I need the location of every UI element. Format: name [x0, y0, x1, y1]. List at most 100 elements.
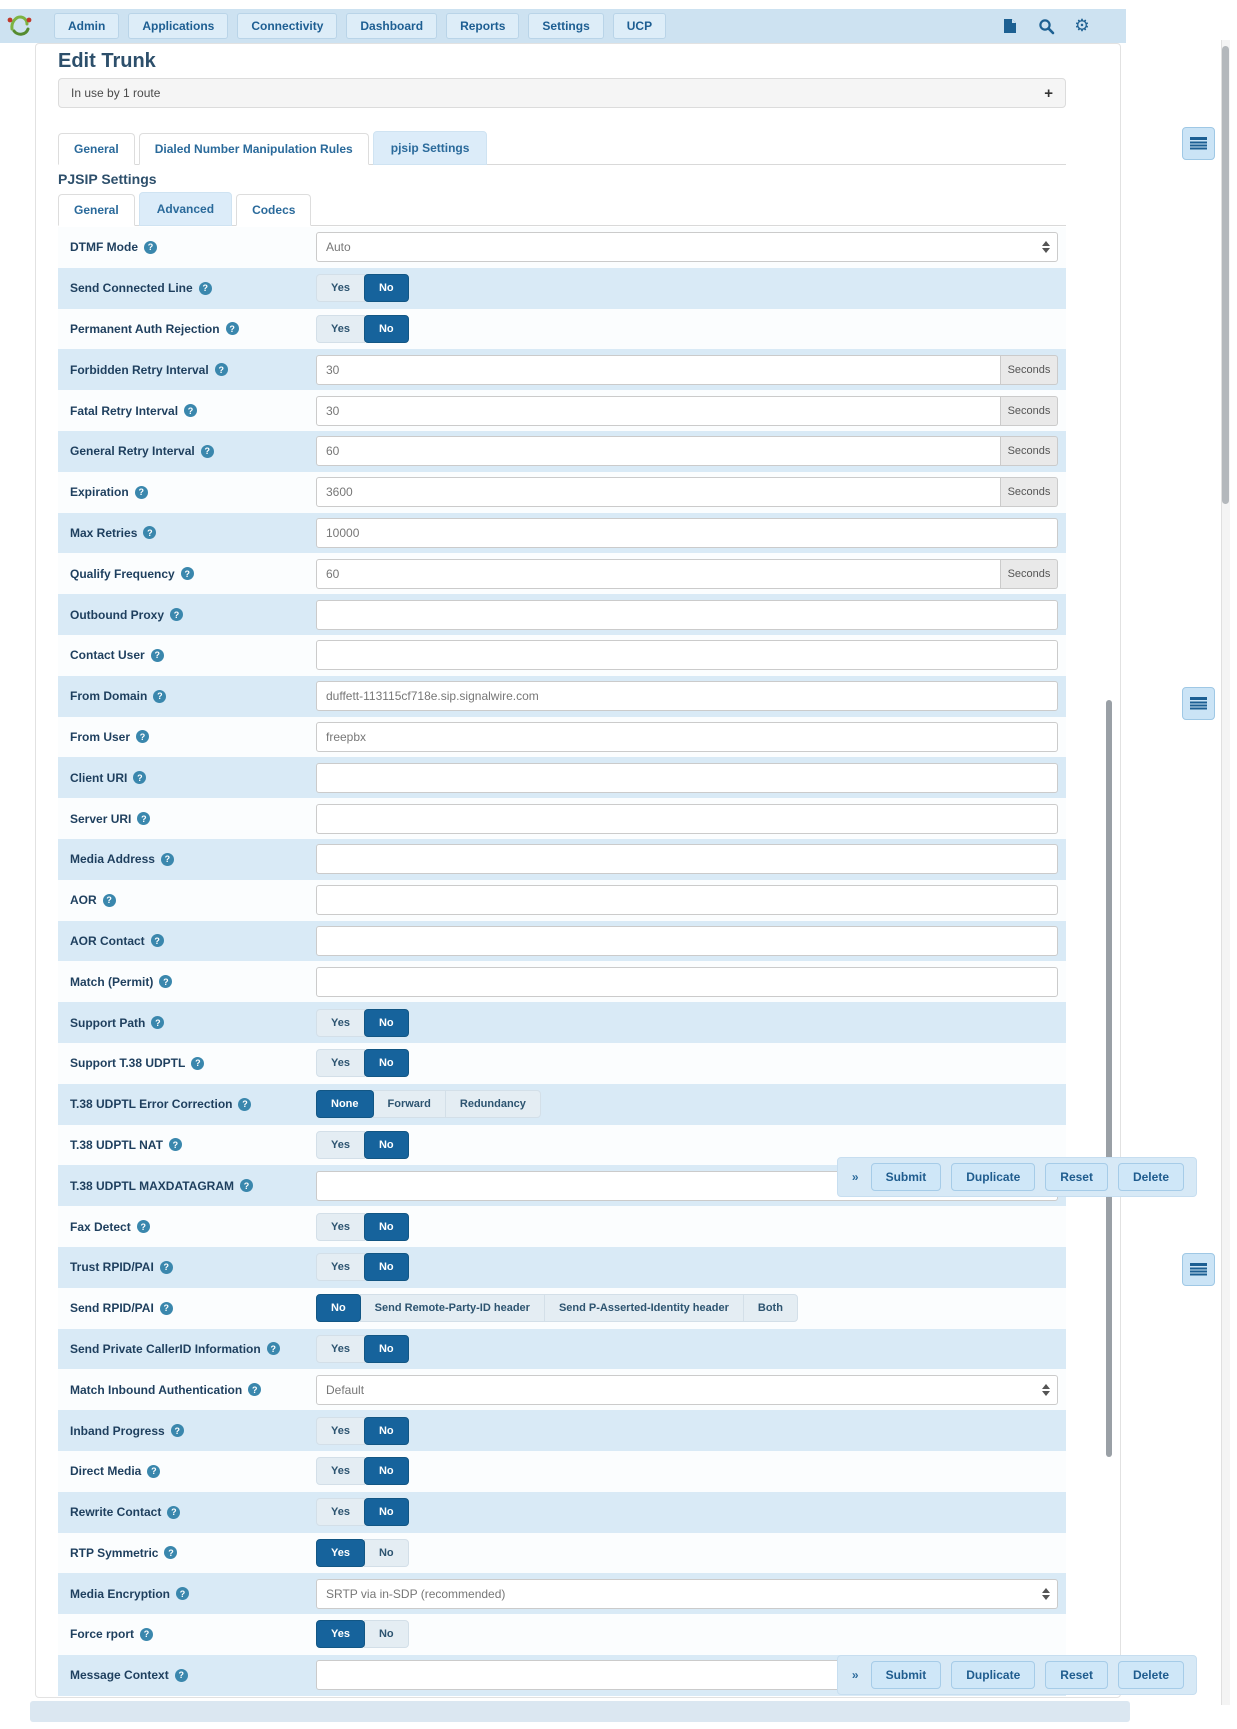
toggle-t-38-udptl-nat-yes[interactable]: Yes [316, 1130, 365, 1159]
select-media-encryption[interactable]: SRTP via in-SDP (recommended) [316, 1578, 1058, 1609]
toggle-send-private-callerid-information-yes[interactable]: Yes [316, 1334, 365, 1363]
toggle-send-connected-line-yes[interactable]: Yes [316, 274, 365, 303]
toggle-t-38-udptl-error-correction-none[interactable]: None [316, 1090, 374, 1119]
toggle-permanent-auth-rejection-yes[interactable]: Yes [316, 314, 365, 343]
help-icon[interactable]: ? [184, 404, 198, 418]
help-icon[interactable]: ? [133, 771, 147, 785]
nav-item-reports[interactable]: Reports [446, 13, 520, 39]
toggle-rtp-symmetric-yes[interactable]: Yes [316, 1538, 365, 1567]
help-icon[interactable]: ? [151, 1016, 165, 1030]
help-icon[interactable]: ? [136, 730, 150, 744]
help-icon[interactable]: ? [160, 852, 174, 866]
toggle-send-rpid-pai-send-p-asserted-identity-header[interactable]: Send P-Asserted-Identity header [543, 1294, 744, 1323]
tab-dialed-number-manipulation-rules[interactable]: Dialed Number Manipulation Rules [138, 133, 369, 165]
input-server-uri[interactable] [316, 803, 1058, 834]
help-icon[interactable]: ? [214, 363, 228, 377]
search-icon[interactable] [1032, 13, 1060, 39]
toggle-inband-progress-yes[interactable]: Yes [316, 1416, 365, 1445]
input-outbound-proxy[interactable] [316, 599, 1058, 630]
help-icon[interactable]: ? [136, 1220, 150, 1234]
help-icon[interactable]: ? [180, 567, 194, 581]
toggle-send-connected-line-no[interactable]: No [363, 274, 409, 303]
help-icon[interactable]: ? [198, 281, 212, 295]
help-icon[interactable]: ? [176, 1587, 190, 1601]
toggle-support-path-yes[interactable]: Yes [316, 1008, 365, 1037]
help-icon[interactable]: ? [168, 1138, 182, 1152]
duplicate-button[interactable]: Duplicate [951, 1661, 1036, 1689]
nav-item-connectivity[interactable]: Connectivity [237, 13, 338, 39]
duplicate-button[interactable]: Duplicate [951, 1163, 1036, 1191]
toggle-support-t-38-udptl-no[interactable]: No [363, 1049, 409, 1078]
expand-notice-button[interactable]: + [1044, 84, 1053, 102]
subtab-general[interactable]: General [58, 194, 135, 226]
input-contact-user[interactable] [316, 640, 1058, 671]
help-icon[interactable]: ? [240, 1179, 254, 1193]
nav-item-applications[interactable]: Applications [128, 13, 229, 39]
input-expiration[interactable] [316, 477, 1001, 508]
input-qualify-frequency[interactable] [316, 558, 1001, 589]
nav-item-dashboard[interactable]: Dashboard [346, 13, 438, 39]
delete-button[interactable]: Delete [1117, 1661, 1184, 1689]
reset-button[interactable]: Reset [1045, 1661, 1108, 1689]
input-aor[interactable] [316, 885, 1058, 916]
help-icon[interactable]: ? [102, 893, 116, 907]
scrollbar-thumb[interactable] [1222, 46, 1229, 504]
collapse-actionbar-button[interactable]: » [851, 1170, 859, 1184]
nav-item-admin[interactable]: Admin [54, 13, 120, 39]
toggle-inband-progress-no[interactable]: No [363, 1416, 409, 1445]
toggle-send-rpid-pai-both[interactable]: Both [742, 1294, 798, 1323]
input-client-uri[interactable] [316, 762, 1058, 793]
input-media-address[interactable] [316, 844, 1058, 875]
help-icon[interactable]: ? [167, 1505, 181, 1519]
help-icon[interactable]: ? [170, 608, 183, 622]
input-from-domain[interactable] [316, 681, 1058, 712]
side-list-button-top[interactable] [1182, 127, 1215, 160]
help-icon[interactable]: ? [143, 526, 157, 540]
help-icon[interactable]: ? [144, 240, 157, 254]
side-list-button-bottom[interactable] [1182, 1253, 1215, 1286]
input-fatal-retry-interval[interactable] [316, 395, 1001, 426]
help-icon[interactable]: ? [191, 1056, 205, 1070]
help-icon[interactable]: ? [137, 812, 151, 826]
toggle-trust-rpid-pai-yes[interactable]: Yes [316, 1253, 365, 1282]
subtab-codecs[interactable]: Codecs [236, 194, 312, 226]
toggle-rewrite-contact-no[interactable]: No [363, 1498, 409, 1527]
help-icon[interactable]: ? [248, 1383, 262, 1397]
submit-button[interactable]: Submit [870, 1163, 942, 1191]
toggle-t-38-udptl-error-correction-redundancy[interactable]: Redundancy [444, 1090, 541, 1119]
help-icon[interactable]: ? [225, 322, 239, 336]
scrollbar-track[interactable] [1221, 40, 1230, 1705]
toggle-force-rport-yes[interactable]: Yes [316, 1620, 365, 1649]
input-match-permit[interactable] [316, 966, 1058, 997]
toggle-t-38-udptl-nat-no[interactable]: No [363, 1130, 409, 1159]
input-general-retry-interval[interactable] [316, 436, 1001, 467]
select-match-inbound-authentication[interactable]: Default [316, 1374, 1058, 1405]
input-from-user[interactable] [316, 721, 1058, 752]
help-icon[interactable]: ? [134, 485, 148, 499]
toggle-send-private-callerid-information-no[interactable]: No [363, 1334, 409, 1363]
help-icon[interactable]: ? [170, 1424, 184, 1437]
help-icon[interactable]: ? [159, 1260, 173, 1274]
toggle-support-t-38-udptl-yes[interactable]: Yes [316, 1049, 365, 1078]
help-icon[interactable]: ? [153, 689, 167, 703]
input-aor-contact[interactable] [316, 925, 1058, 956]
language-icon[interactable] [996, 13, 1024, 39]
toggle-support-path-no[interactable]: No [363, 1008, 409, 1037]
toggle-rtp-symmetric-no[interactable]: No [363, 1538, 409, 1567]
help-icon[interactable]: ? [200, 444, 214, 458]
inner-scrollbar-thumb[interactable] [1106, 700, 1112, 1457]
toggle-permanent-auth-rejection-no[interactable]: No [363, 314, 409, 343]
help-icon[interactable]: ? [147, 1464, 161, 1478]
help-icon[interactable]: ? [150, 934, 164, 948]
side-list-button-middle[interactable] [1182, 687, 1215, 720]
help-icon[interactable]: ? [238, 1097, 252, 1111]
nav-item-ucp[interactable]: UCP [612, 13, 667, 39]
reset-button[interactable]: Reset [1045, 1163, 1108, 1191]
help-icon[interactable]: ? [150, 648, 164, 662]
tab-pjsip-settings[interactable]: pjsip Settings [372, 131, 488, 165]
toggle-send-rpid-pai-no[interactable]: No [316, 1294, 361, 1323]
toggle-trust-rpid-pai-no[interactable]: No [363, 1253, 409, 1282]
help-icon[interactable]: ? [140, 1627, 154, 1641]
toggle-direct-media-yes[interactable]: Yes [316, 1457, 365, 1486]
help-icon[interactable]: ? [159, 975, 173, 989]
